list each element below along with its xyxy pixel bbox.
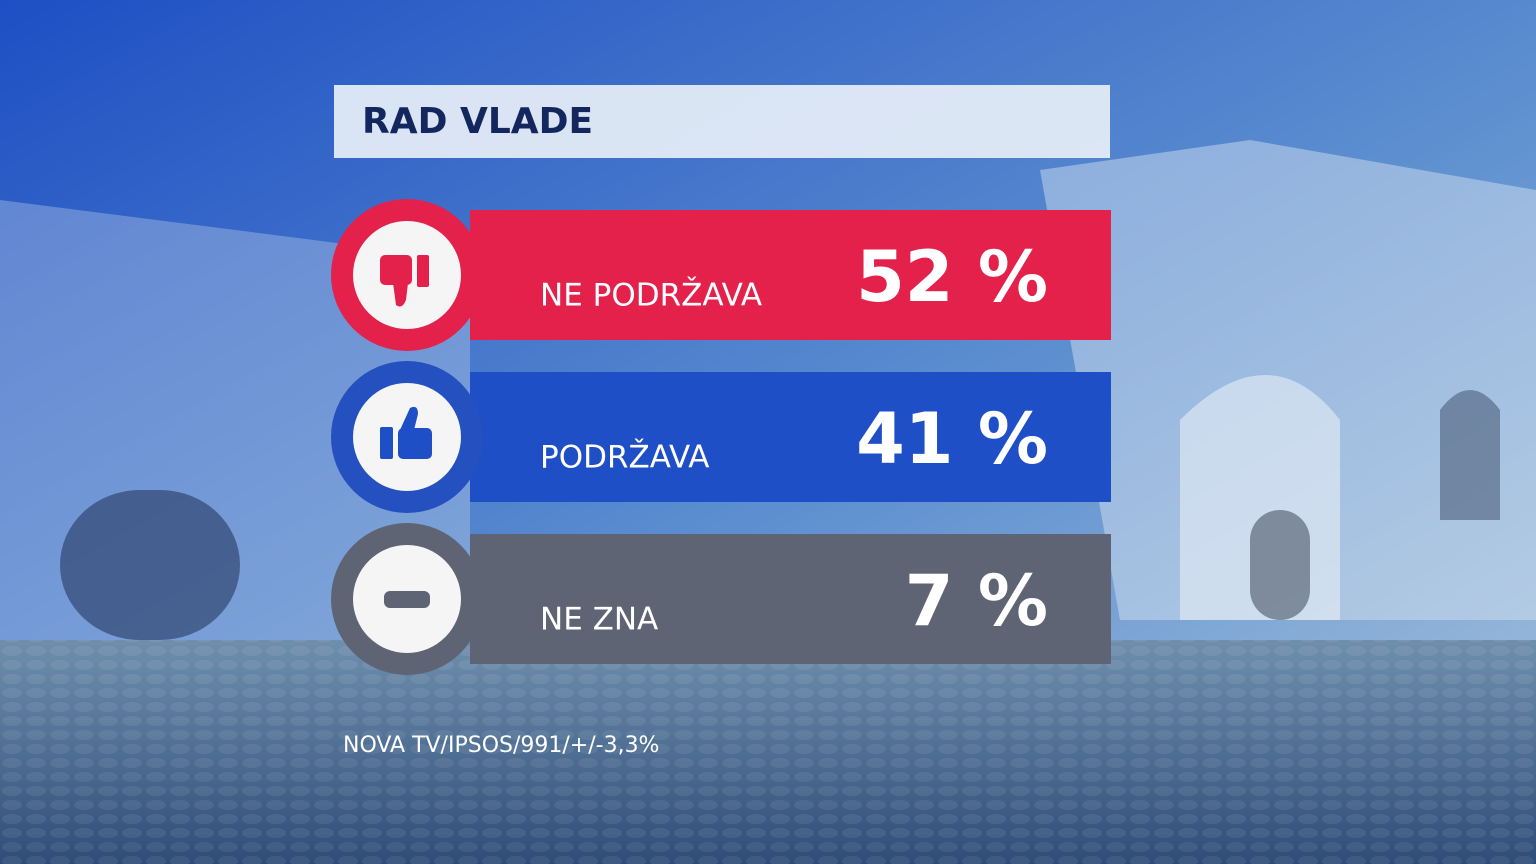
minus-icon — [384, 591, 430, 608]
row-value: 7 % — [905, 560, 1048, 642]
row-label: NE ZNA — [540, 602, 658, 638]
row: PODRŽAVA 41 % — [331, 361, 1111, 513]
thumbs-down-icon — [380, 255, 429, 307]
row-bar — [470, 372, 1111, 502]
row-label: NE PODRŽAVA — [540, 278, 762, 314]
row-bar — [470, 534, 1111, 664]
row-label: PODRŽAVA — [540, 440, 709, 476]
title: RAD VLADE — [362, 101, 593, 142]
row-value: 52 % — [856, 236, 1048, 318]
thumbs-up-icon — [380, 406, 432, 459]
row-bar — [470, 210, 1111, 340]
row: NE PODRŽAVA 52 % — [331, 199, 1111, 351]
source-note: NOVA TV/IPSOS/991/+/-3,3% — [343, 733, 659, 758]
row: NE ZNA 7 % — [331, 523, 1111, 675]
row-value: 41 % — [856, 398, 1048, 480]
title-bar — [334, 85, 1110, 158]
